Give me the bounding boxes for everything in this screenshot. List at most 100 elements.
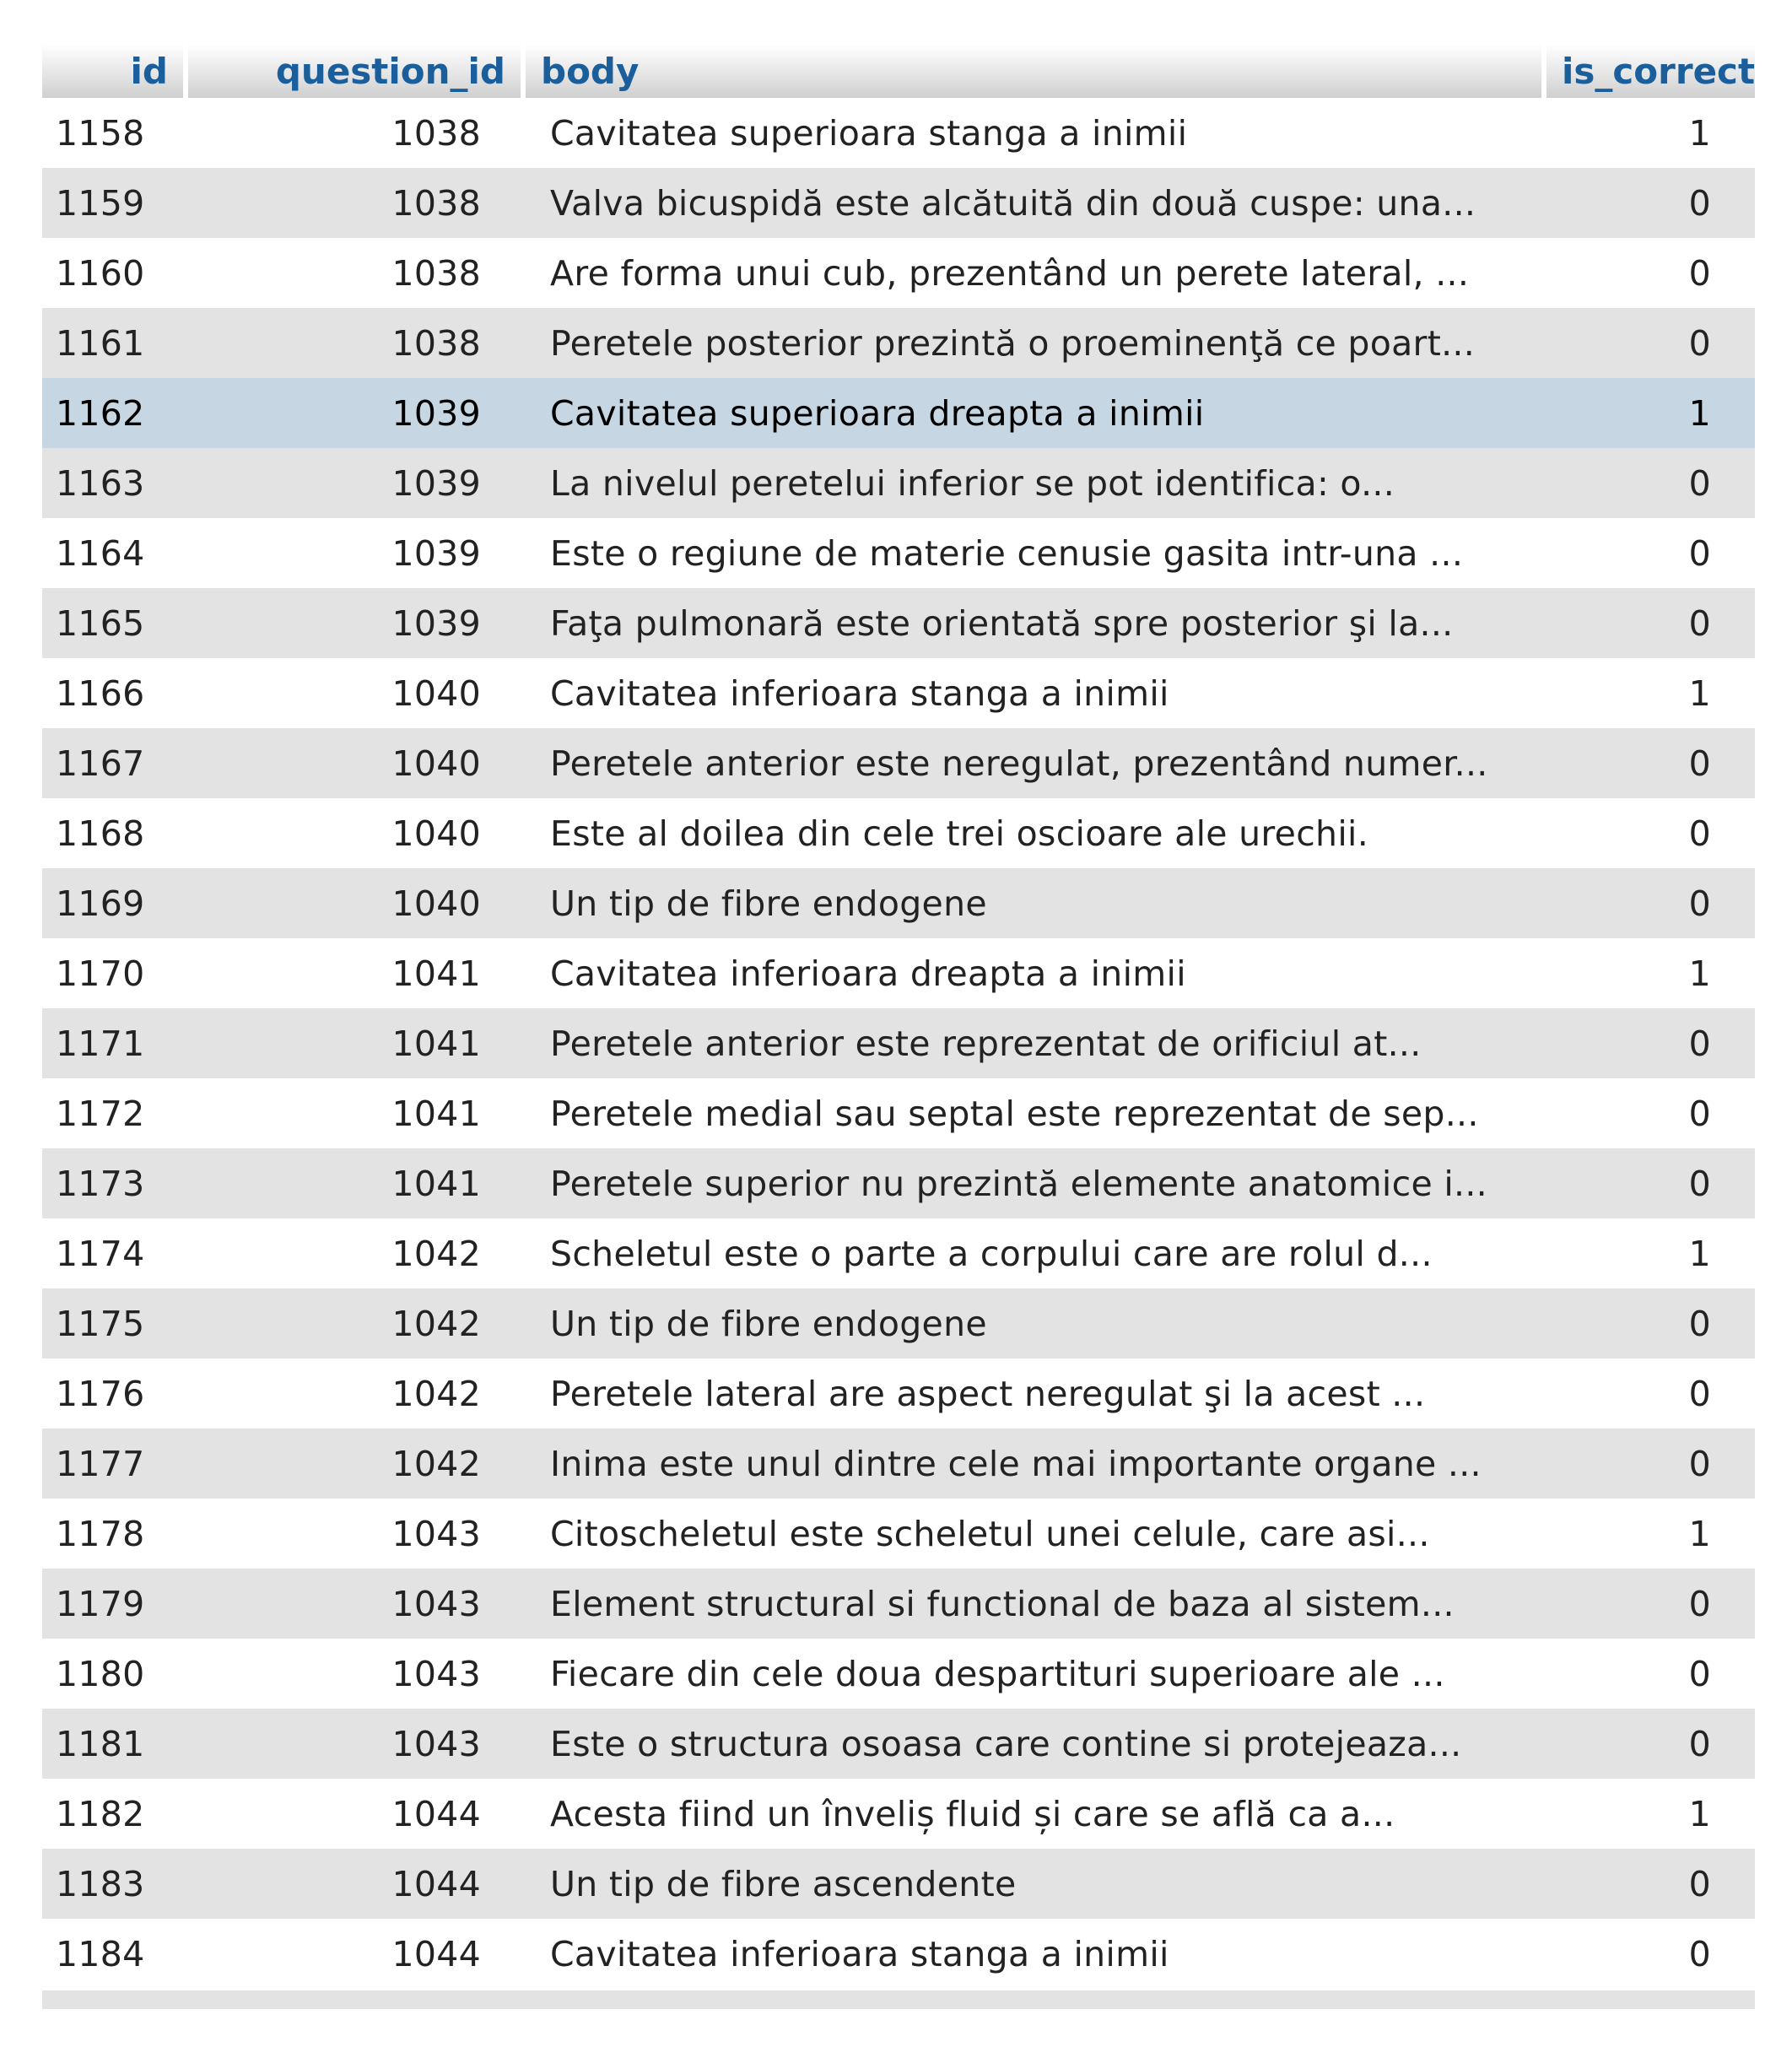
cell-id: 1173 <box>56 1163 145 1204</box>
cell-body: Citoscheletul este scheletul unei celule… <box>550 1513 1430 1554</box>
cell-question-id: 1039 <box>391 462 481 504</box>
cell-body: Acesta fiind un înveliș fluid și care se… <box>550 1793 1395 1834</box>
cell-body: Cavitatea inferioara stanga a inimii <box>550 672 1169 714</box>
table-row[interactable]: 1160 1038 Are forma unui cub, prezentând u… <box>42 238 1755 308</box>
cell-question-id: 1038 <box>391 112 481 154</box>
table-row[interactable]: 1179 1043 Element structural si functional… <box>42 1569 1755 1639</box>
cell-is-correct: 0 <box>1688 1723 1711 1764</box>
table-row[interactable]: 1162 1039 Cavitatea superioara dreapta a i… <box>42 378 1755 448</box>
cell-is-correct: 0 <box>1688 1093 1711 1134</box>
cell-body: Cavitatea inferioara stanga a inimii <box>550 1933 1169 1974</box>
cell-id: 1170 <box>56 953 145 994</box>
column-header-is-correct[interactable]: is_correct <box>1544 44 1755 98</box>
cell-id: 1165 <box>56 602 145 644</box>
cell-question-id: 1044 <box>391 1933 481 1974</box>
table-row[interactable]: 1164 1039 Este o regiune de materie cenusi… <box>42 518 1755 588</box>
cell-is-correct: 0 <box>1688 182 1711 224</box>
cell-is-correct: 1 <box>1688 1513 1711 1554</box>
table-row[interactable]: 1158 1038 Cavitatea superioara stanga a in… <box>42 98 1755 168</box>
cell-is-correct: 0 <box>1688 1653 1711 1694</box>
cell-id: 1183 <box>56 1863 145 1904</box>
cell-id: 1164 <box>56 532 145 574</box>
table-row[interactable]: 1163 1039 La nivelul peretelui inferior se… <box>42 448 1755 518</box>
cell-id: 1158 <box>56 112 145 154</box>
table-row[interactable]: 1178 1043 Citoscheletul este scheletul une… <box>42 1499 1755 1569</box>
table-row[interactable]: 1183 1044 Un tip de fibre ascendente 0 <box>42 1849 1755 1919</box>
cell-id: 1182 <box>56 1793 145 1834</box>
cell-id: 1163 <box>56 462 145 504</box>
cell-is-correct: 0 <box>1688 532 1711 574</box>
cell-is-correct: 1 <box>1688 112 1711 154</box>
cell-question-id: 1043 <box>391 1513 481 1554</box>
cell-body: Valva bicuspidă este alcătuită din două … <box>550 182 1476 224</box>
cell-id: 1162 <box>56 392 145 434</box>
cell-body: Un tip de fibre ascendente <box>550 1863 1017 1904</box>
table-row[interactable]: 1168 1040 Este al doilea din cele trei osc… <box>42 798 1755 868</box>
cell-is-correct: 0 <box>1688 1863 1711 1904</box>
table-row[interactable]: 1161 1038 Peretele posterior prezintă o pr… <box>42 308 1755 378</box>
cell-is-correct: 1 <box>1688 392 1711 434</box>
table-row[interactable]: 1169 1040 Un tip de fibre endogene 0 <box>42 868 1755 938</box>
table-row[interactable]: 1171 1041 Peretele anterior este reprezent… <box>42 1008 1755 1078</box>
table-row[interactable]: 1177 1042 Inima este unul dintre cele mai … <box>42 1429 1755 1499</box>
cell-body: Un tip de fibre endogene <box>550 1303 987 1344</box>
cell-body: Are forma unui cub, prezentând un perete… <box>550 252 1470 294</box>
cell-question-id: 1043 <box>391 1653 481 1694</box>
cell-is-correct: 1 <box>1688 953 1711 994</box>
table-row[interactable]: 1172 1041 Peretele medial sau septal este … <box>42 1078 1755 1148</box>
table-row[interactable]: 1181 1043 Este o structura osoasa care con… <box>42 1709 1755 1779</box>
cell-body: Inima este unul dintre cele mai importan… <box>550 1443 1482 1484</box>
cell-is-correct: 0 <box>1688 462 1711 504</box>
table-row[interactable]: 1165 1039 Faţa pulmonară este orientată sp… <box>42 588 1755 658</box>
cell-body: Este al doilea din cele trei oscioare al… <box>550 813 1369 854</box>
cell-body: Fiecare din cele doua despartituri super… <box>550 1653 1445 1694</box>
cell-id: 1184 <box>56 1933 145 1974</box>
column-header-question-id[interactable]: question_id <box>186 44 526 98</box>
cell-is-correct: 0 <box>1688 743 1711 784</box>
cell-is-correct: 0 <box>1688 1023 1711 1064</box>
cell-id: 1176 <box>56 1373 145 1414</box>
table-row[interactable]: 1175 1042 Un tip de fibre endogene 0 <box>42 1288 1755 1358</box>
cell-is-correct: 0 <box>1688 1583 1711 1624</box>
cell-is-correct: 1 <box>1688 1233 1711 1274</box>
table-row[interactable]: 1159 1038 Valva bicuspidă este alcătuită d… <box>42 168 1755 238</box>
table-row[interactable]: 1184 1044 Cavitatea inferioara stanga a in… <box>42 1919 1755 1989</box>
cell-question-id: 1038 <box>391 322 481 364</box>
cell-body: Este o structura osoasa care contine si … <box>550 1723 1462 1764</box>
table-body: 1158 1038 Cavitatea superioara stanga a in… <box>42 98 1755 1989</box>
cell-question-id: 1039 <box>391 602 481 644</box>
cell-question-id: 1042 <box>391 1303 481 1344</box>
table-row[interactable]: 1174 1042 Scheletul este o parte a corpulu… <box>42 1218 1755 1288</box>
cell-question-id: 1039 <box>391 392 481 434</box>
table-row[interactable]: 1173 1041 Peretele superior nu prezintă el… <box>42 1148 1755 1218</box>
results-table: id question_id body is_correct 1158 1038 C… <box>42 44 1755 1989</box>
table-row[interactable]: 1182 1044 Acesta fiind un înveliș fluid și… <box>42 1779 1755 1849</box>
column-header-body[interactable]: body <box>523 44 1546 98</box>
cell-id: 1181 <box>56 1723 145 1764</box>
table-row[interactable]: 1180 1043 Fiecare din cele doua despartitu… <box>42 1639 1755 1709</box>
cell-body: Peretele lateral are aspect neregulat şi… <box>550 1373 1426 1414</box>
cell-question-id: 1039 <box>391 532 481 574</box>
cell-question-id: 1040 <box>391 672 481 714</box>
table-row[interactable]: 1167 1040 Peretele anterior este neregulat… <box>42 728 1755 798</box>
cell-is-correct: 0 <box>1688 813 1711 854</box>
table-row[interactable]: 1170 1041 Cavitatea inferioara dreapta a i… <box>42 938 1755 1008</box>
cell-body: La nivelul peretelui inferior se pot ide… <box>550 462 1395 504</box>
cell-body: Un tip de fibre endogene <box>550 883 987 924</box>
cell-id: 1178 <box>56 1513 145 1554</box>
cell-body: Peretele anterior este reprezentat de or… <box>550 1023 1422 1064</box>
table-row[interactable]: 1166 1040 Cavitatea inferioara stanga a in… <box>42 658 1755 728</box>
cell-question-id: 1042 <box>391 1233 481 1274</box>
cell-question-id: 1040 <box>391 813 481 854</box>
cell-id: 1169 <box>56 883 145 924</box>
cell-is-correct: 0 <box>1688 1163 1711 1204</box>
column-header-id[interactable]: id <box>42 44 188 98</box>
cell-question-id: 1044 <box>391 1863 481 1904</box>
cell-id: 1174 <box>56 1233 145 1274</box>
cell-question-id: 1038 <box>391 182 481 224</box>
cell-id: 1168 <box>56 813 145 854</box>
cell-is-correct: 0 <box>1688 1443 1711 1484</box>
cell-is-correct: 0 <box>1688 322 1711 364</box>
table-row[interactable]: 1176 1042 Peretele lateral are aspect nere… <box>42 1358 1755 1429</box>
cell-question-id: 1042 <box>391 1443 481 1484</box>
